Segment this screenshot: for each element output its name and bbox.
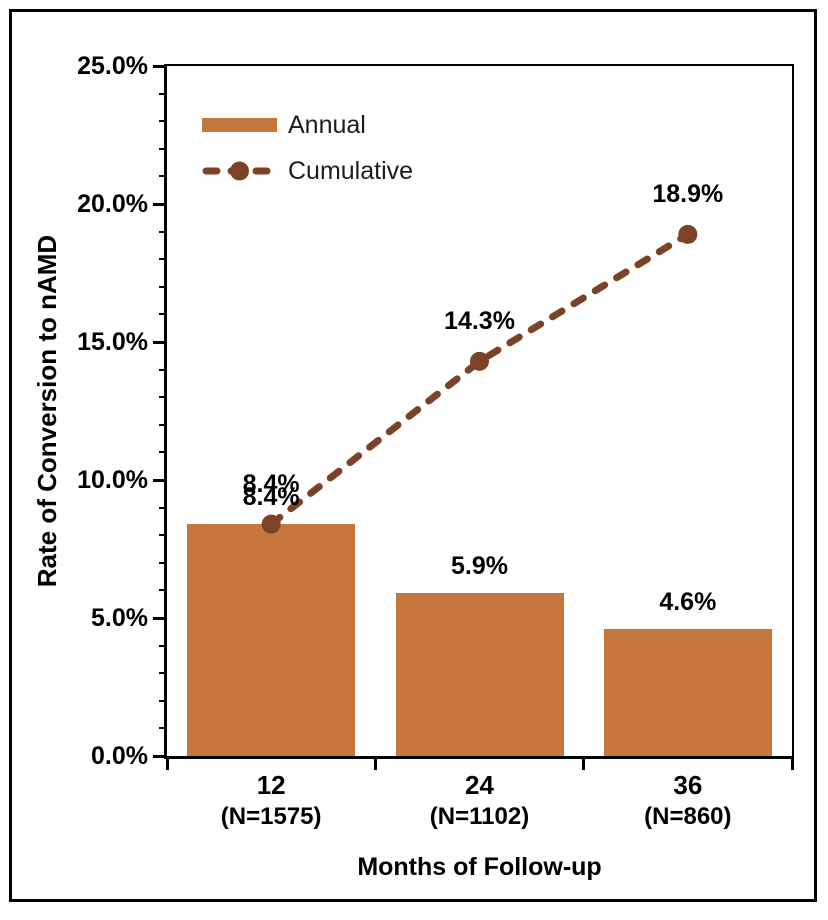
bar <box>187 524 356 756</box>
legend-item-cumulative: Cumulative <box>202 156 413 186</box>
y-axis-minor-tick <box>159 589 167 592</box>
y-axis-major-tick <box>153 340 167 344</box>
y-axis-minor-tick <box>159 258 167 261</box>
y-axis-minor-tick <box>159 644 167 647</box>
line-data-label: 18.9% <box>652 180 724 209</box>
legend-label-annual: Annual <box>288 110 366 139</box>
x-axis-title: Months of Follow-up <box>357 853 602 881</box>
y-axis-minor-tick <box>159 147 167 150</box>
legend-item-annual: Annual <box>202 110 413 140</box>
y-axis-minor-tick <box>159 534 167 537</box>
y-axis-minor-tick <box>159 672 167 675</box>
line-data-label: 8.4% <box>242 470 300 499</box>
y-axis-tick-label: 0.0% <box>91 742 148 770</box>
x-category-label: 24 <box>465 770 494 800</box>
x-category-sublabel: (N=1575) <box>220 803 322 830</box>
y-axis-title: Rate of Conversion to nAMD <box>32 234 62 588</box>
x-axis-tick <box>373 756 377 770</box>
y-axis-major-tick <box>153 616 167 620</box>
y-axis-minor-tick <box>159 175 167 178</box>
legend-label-cumulative: Cumulative <box>288 156 414 185</box>
y-axis-minor-tick <box>159 727 167 730</box>
bar-data-label: 5.9% <box>451 552 508 581</box>
y-axis-major-tick <box>153 478 167 482</box>
annual-bar-swatch-icon <box>202 118 277 132</box>
y-axis-minor-tick <box>159 561 167 564</box>
cumulative-dashed-line-swatch-icon <box>202 161 277 181</box>
bar <box>395 593 564 756</box>
y-axis-minor-tick <box>159 120 167 123</box>
y-axis-minor-tick <box>159 313 167 316</box>
y-axis-minor-tick <box>159 396 167 399</box>
x-category-label: 12 <box>256 770 286 800</box>
y-axis-minor-tick <box>159 423 167 426</box>
y-axis-minor-tick <box>159 451 167 454</box>
x-axis-tick <box>582 756 586 770</box>
plot-area <box>164 64 794 759</box>
y-axis-major-tick <box>153 202 167 206</box>
y-axis-minor-tick <box>159 506 167 509</box>
y-axis-tick-label: 15.0% <box>77 328 148 356</box>
bar <box>603 629 772 756</box>
figure-frame <box>9 9 817 902</box>
y-axis-major-tick <box>153 64 167 68</box>
line-data-label: 14.3% <box>444 307 515 336</box>
x-axis-tick <box>790 756 794 770</box>
y-axis-tick-label: 20.0% <box>77 190 148 218</box>
y-axis-tick-label: 5.0% <box>91 604 148 632</box>
x-axis-tick <box>165 756 169 770</box>
bar-data-label: 8.4% <box>242 483 300 512</box>
y-axis-tick-label: 10.0% <box>77 466 148 494</box>
x-category-sublabel: (N=1102) <box>429 803 530 830</box>
x-category-sublabel: (N=860) <box>644 803 732 830</box>
y-axis-major-tick <box>153 754 167 758</box>
y-axis-minor-tick <box>159 92 167 95</box>
x-category-label: 36 <box>673 770 703 800</box>
legend: Annual Cumulative <box>202 110 413 202</box>
bar-data-label: 4.6% <box>659 588 717 617</box>
y-axis-tick-label: 25.0% <box>77 52 148 80</box>
y-axis-minor-tick <box>159 230 167 233</box>
y-axis-minor-tick <box>159 285 167 288</box>
y-axis-minor-tick <box>159 699 167 702</box>
y-axis-minor-tick <box>159 368 167 371</box>
